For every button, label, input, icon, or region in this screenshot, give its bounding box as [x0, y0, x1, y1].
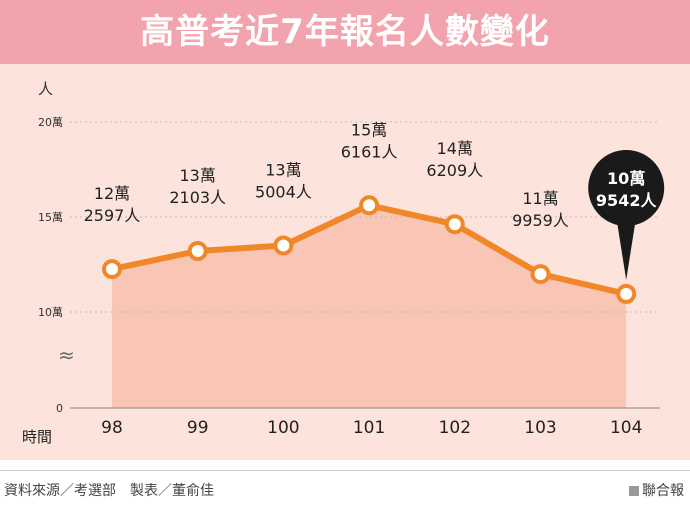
data-point-marker	[616, 283, 637, 304]
data-label-line1: 13萬	[180, 166, 216, 185]
line-chart: 0 10萬 15萬 20萬 人 ≈98 99 100 101 102 103 104 時間 12萬 2597…	[22, 80, 665, 446]
data-point-marker	[530, 264, 551, 285]
x-axis-title: 時間	[22, 428, 52, 446]
footer-divider	[0, 470, 690, 471]
data-point-marker	[359, 195, 380, 216]
source-credit: 資料來源／考選部 製表／董俞佳	[4, 483, 214, 499]
x-tick-label: 99	[187, 418, 209, 438]
data-label-line1: 15萬	[351, 120, 387, 139]
data-point-marker	[444, 214, 465, 235]
data-label-line1: 12萬	[94, 184, 130, 203]
callout-label-line2: 9542人	[596, 191, 658, 210]
data-label-line2: 2597人	[84, 206, 141, 225]
y-tick-label: 0	[56, 402, 63, 415]
title-banner	[0, 0, 690, 64]
callout-bubble	[588, 150, 665, 226]
data-label-line1: 11萬	[522, 189, 558, 208]
y-tick-label: 10萬	[38, 306, 63, 319]
publisher-name: 聯合報	[642, 483, 684, 499]
axis-break-icon: ≈	[58, 343, 75, 367]
data-label-line1: 14萬	[437, 139, 473, 158]
y-tick-label: 20萬	[38, 116, 63, 129]
data-point-marker	[187, 241, 208, 262]
x-tick-label: 104	[610, 418, 642, 438]
data-point-marker	[273, 235, 294, 256]
data-point-marker	[102, 259, 122, 280]
y-tick-label: 15萬	[38, 211, 63, 224]
x-tick-label: 98	[101, 418, 123, 438]
publisher-mark-icon	[629, 486, 639, 496]
area-fill	[112, 205, 627, 408]
callout-label-line1: 10萬	[607, 169, 645, 188]
x-tick-label: 101	[353, 418, 385, 438]
data-label-line2: 6209人	[426, 161, 483, 180]
data-label-line2: 6161人	[341, 142, 398, 161]
data-label-line1: 13萬	[265, 160, 301, 179]
x-tick-label: 102	[439, 418, 471, 438]
data-label-line2: 2103人	[169, 188, 226, 207]
y-axis-unit: 人	[38, 80, 53, 98]
x-tick-label: 103	[524, 418, 556, 438]
x-tick-label: 100	[267, 418, 299, 438]
data-label-line2: 9959人	[512, 211, 569, 230]
data-label-line2: 5004人	[255, 182, 312, 201]
publisher-credit: 聯合報	[629, 480, 684, 500]
chart-title: 高普考近7年報名人數變化	[140, 12, 550, 52]
callout-pointer	[617, 223, 636, 280]
